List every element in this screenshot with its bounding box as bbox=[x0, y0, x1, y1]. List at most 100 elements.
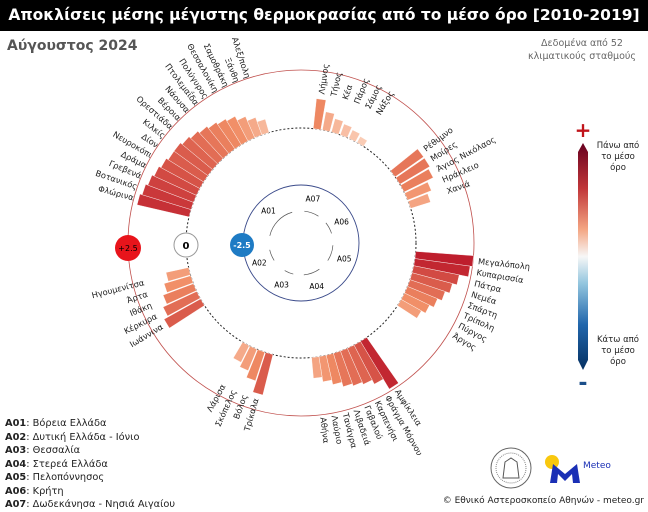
colorbar: + - bbox=[575, 118, 592, 396]
scale-inner-marker: -2.5 bbox=[230, 233, 254, 257]
bar-a05-3 bbox=[409, 272, 453, 294]
bar-a01-11 bbox=[217, 118, 242, 150]
legend-code: A03 bbox=[5, 445, 27, 456]
group-arc bbox=[269, 211, 293, 236]
colorbar-minus: - bbox=[578, 371, 587, 396]
legend-item-a04: A04: Στερεά Ελλάδα bbox=[5, 458, 108, 470]
legend-name: Βόρεια Ελλάδα bbox=[32, 418, 107, 429]
zero-ring bbox=[185, 127, 417, 359]
legend-name: Δωδεκάνησα - Νησιά Αιγαίου bbox=[32, 499, 176, 510]
bar-a05-7 bbox=[397, 299, 422, 319]
scale-outer-marker: +2.5 bbox=[115, 235, 141, 261]
scale-outer-label: +2.5 bbox=[118, 244, 137, 253]
group-arc bbox=[269, 249, 275, 261]
bar-a04-0 bbox=[360, 337, 399, 390]
legend-code: A07 bbox=[5, 499, 27, 510]
meteo-logo-text: Meteo bbox=[583, 461, 611, 471]
source-line-2: κλιματικούς σταθμούς bbox=[528, 51, 636, 62]
bar-a07-3 bbox=[339, 123, 353, 138]
bar-a05-5 bbox=[404, 286, 438, 308]
copyright: © Εθνικό Αστεροσκοπείο Αθηνών - meteo.gr bbox=[442, 496, 644, 506]
legend-item-a05: A05: Πελοπόννησος bbox=[5, 472, 105, 483]
legend-name: Δυτική Ελλάδα - Ιόνιο bbox=[32, 431, 140, 443]
group-arc bbox=[304, 210, 319, 217]
bar-a04-7 bbox=[311, 356, 323, 379]
bar-a02-1 bbox=[162, 291, 201, 317]
bar-a02-3 bbox=[163, 275, 194, 293]
legend-item-a03: A03: Θεσσαλία bbox=[5, 445, 81, 456]
bar-a05-2 bbox=[411, 265, 460, 286]
bar-a01-2 bbox=[147, 174, 197, 203]
bar-a06-4 bbox=[407, 193, 431, 209]
group-arc bbox=[284, 270, 294, 275]
bar-a03-0 bbox=[252, 352, 274, 396]
region-legend: A01: Βόρεια Ελλάδα A02: Δυτική Ελλάδα - Ι… bbox=[5, 417, 175, 512]
group-code-label: A07 bbox=[306, 195, 321, 204]
bar-a01-15 bbox=[256, 118, 270, 136]
bar-a05-0 bbox=[414, 251, 474, 267]
station-label: Αθήνα bbox=[318, 417, 331, 445]
legend-code: A05 bbox=[5, 472, 27, 483]
legend-name: Πελοπόννησος bbox=[32, 472, 105, 483]
scale-inner-label: -2.5 bbox=[233, 241, 251, 250]
bar-a04-6 bbox=[318, 354, 333, 383]
bar-a04-4 bbox=[333, 350, 353, 387]
legend-code: A01 bbox=[5, 418, 27, 429]
bar-a05-4 bbox=[407, 279, 446, 301]
group-code-label: A03 bbox=[274, 281, 289, 290]
noa-logo bbox=[490, 447, 532, 489]
bar-a01-3 bbox=[153, 166, 201, 196]
colorbar-bottom-label: Κάτω από το μέσο όρο bbox=[596, 335, 640, 367]
legend-name: Θεσσαλία bbox=[32, 445, 81, 456]
bar-a07-5 bbox=[356, 136, 368, 147]
bar-a01-10 bbox=[208, 122, 236, 154]
legend-item-a07: A07: Δωδεκάνησα - Νησιά Αιγαίου bbox=[5, 499, 176, 510]
bar-a02-2 bbox=[162, 283, 197, 305]
bar-a05-6 bbox=[400, 292, 430, 314]
month-label: Αύγουστος 2024 bbox=[7, 38, 138, 54]
bar-a04-5 bbox=[325, 353, 343, 385]
inner-ring-minus-2.5 bbox=[242, 184, 360, 302]
meteo-logo: Meteo bbox=[545, 455, 611, 483]
bar-a04-1 bbox=[353, 341, 384, 385]
bar-a02-0 bbox=[163, 298, 205, 329]
bar-a03-2 bbox=[239, 345, 258, 371]
bar-a06-0 bbox=[390, 148, 424, 178]
bar-a01-6 bbox=[173, 142, 213, 176]
bar-a01-12 bbox=[226, 116, 249, 146]
group-code-label: A02 bbox=[252, 258, 267, 267]
station-label: Κέα bbox=[340, 83, 354, 101]
bar-a01-13 bbox=[236, 116, 256, 142]
bar-a01-4 bbox=[160, 158, 204, 189]
bar-a01-9 bbox=[199, 126, 230, 159]
group-code-label: A04 bbox=[309, 282, 324, 291]
group-code-label: A05 bbox=[337, 255, 352, 264]
bar-a07-1 bbox=[322, 111, 335, 132]
bar-a01-7 bbox=[181, 136, 218, 170]
bar-a01-8 bbox=[190, 130, 224, 165]
bar-a03-1 bbox=[246, 349, 266, 382]
scale-zero-marker: 0 bbox=[173, 232, 199, 258]
bar-a01-1 bbox=[141, 184, 194, 210]
bar-a06-3 bbox=[404, 181, 432, 201]
group-arc bbox=[325, 222, 332, 234]
legend-name: Στερεά Ελλάδα bbox=[32, 458, 108, 470]
legend-code: A04 bbox=[5, 458, 27, 470]
bar-a02-4 bbox=[165, 267, 191, 282]
bar-a03-3 bbox=[232, 341, 250, 363]
group-arc bbox=[303, 268, 320, 276]
group-code-label: A01 bbox=[261, 206, 276, 215]
group-arc bbox=[327, 245, 334, 261]
legend-code: A02 bbox=[5, 431, 27, 443]
legend-code: A06 bbox=[5, 485, 27, 497]
bar-a01-0 bbox=[136, 193, 192, 218]
data-source-note: Δεδομένα από 52 κλιματικούς σταθμούς bbox=[522, 37, 642, 63]
legend-item-a01: A01: Βόρεια Ελλάδα bbox=[5, 418, 107, 429]
page-title: Αποκλίσεις μέσης μέγιστης θερμοκρασίας α… bbox=[0, 0, 648, 31]
bar-a06-2 bbox=[400, 168, 434, 193]
legend-item-a02: A02: Δυτική Ελλάδα - Ιόνιο bbox=[5, 431, 140, 443]
bar-a07-0 bbox=[313, 98, 327, 130]
bar-a04-2 bbox=[347, 344, 373, 385]
station-label: Λήμνος bbox=[316, 63, 330, 95]
